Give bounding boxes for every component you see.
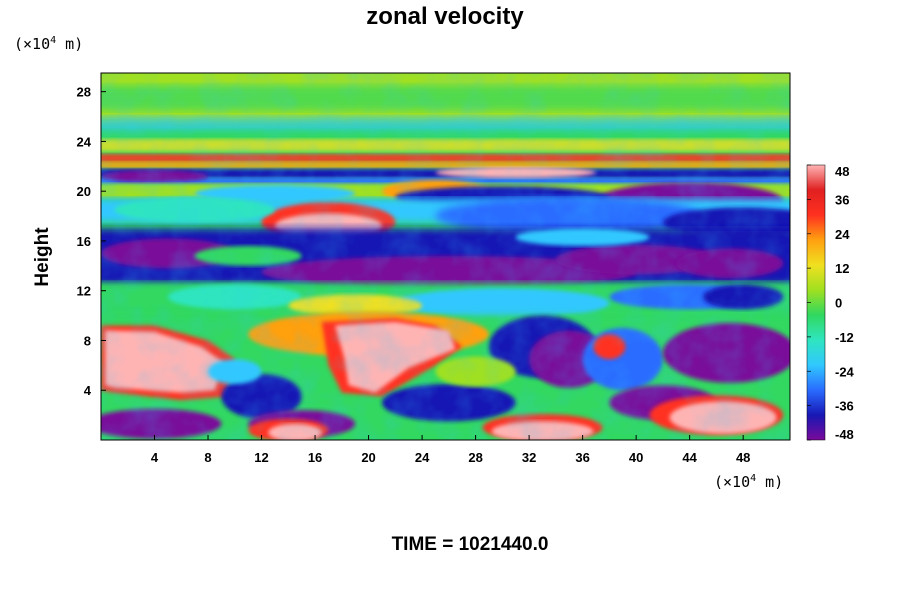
x-tick-label: 28 <box>468 450 482 465</box>
x-unit-label: (×104 m) <box>714 473 783 491</box>
x-tick-label: 44 <box>682 450 697 465</box>
colorbar-tick-label: -24 <box>835 364 855 379</box>
y-axis-ticks: 4 8 12 16 20 24 28 <box>77 85 106 398</box>
colorbar: 48 36 24 12 0 -12 -24 -36 -48 <box>806 164 855 442</box>
x-tick-label: 40 <box>629 450 643 465</box>
colorbar-tick-label: 48 <box>835 164 849 179</box>
x-tick-label: 4 <box>151 450 159 465</box>
velocity-field <box>101 73 790 440</box>
y-tick-label: 4 <box>84 383 92 398</box>
colorbar-tick-label: 0 <box>835 296 842 311</box>
x-tick-label: 32 <box>522 450 536 465</box>
x-tick-label: 24 <box>415 450 430 465</box>
y-tick-label: 28 <box>77 85 91 100</box>
field-texture <box>101 73 790 440</box>
x-tick-label: 20 <box>361 450 375 465</box>
y-tick-label: 12 <box>77 284 91 299</box>
y-tick-label: 8 <box>84 333 91 348</box>
y-axis-label: Height <box>32 227 53 287</box>
y-tick-label: 24 <box>77 134 92 149</box>
colorbar-tick-label: -12 <box>835 330 854 345</box>
x-axis-ticks: 4 8 12 16 20 24 28 32 36 40 44 48 <box>151 435 750 465</box>
x-tick-label: 8 <box>204 450 211 465</box>
colorbar-tick-label: 12 <box>835 261 849 276</box>
x-tick-label: 36 <box>575 450 589 465</box>
colorbar-ticks: 48 36 24 12 0 -12 -24 -36 -48 <box>807 164 855 442</box>
heatmap-plot <box>101 73 790 440</box>
colorbar-tick-label: 36 <box>835 192 849 207</box>
x-tick-label: 16 <box>308 450 322 465</box>
colorbar-tick-label: -36 <box>835 399 854 414</box>
colorbar-tick-label: -48 <box>835 427 854 442</box>
chart-title: zonal velocity <box>366 3 524 30</box>
y-tick-label: 20 <box>77 184 91 199</box>
time-label: TIME = 1021440.0 <box>392 534 549 555</box>
y-tick-label: 16 <box>77 234 91 249</box>
x-tick-label: 48 <box>736 450 750 465</box>
plot-frame <box>100 72 791 441</box>
x-tick-label: 12 <box>254 450 268 465</box>
y-unit-label: (×104 m) <box>14 35 83 53</box>
colorbar-tick-label: 24 <box>835 227 850 242</box>
